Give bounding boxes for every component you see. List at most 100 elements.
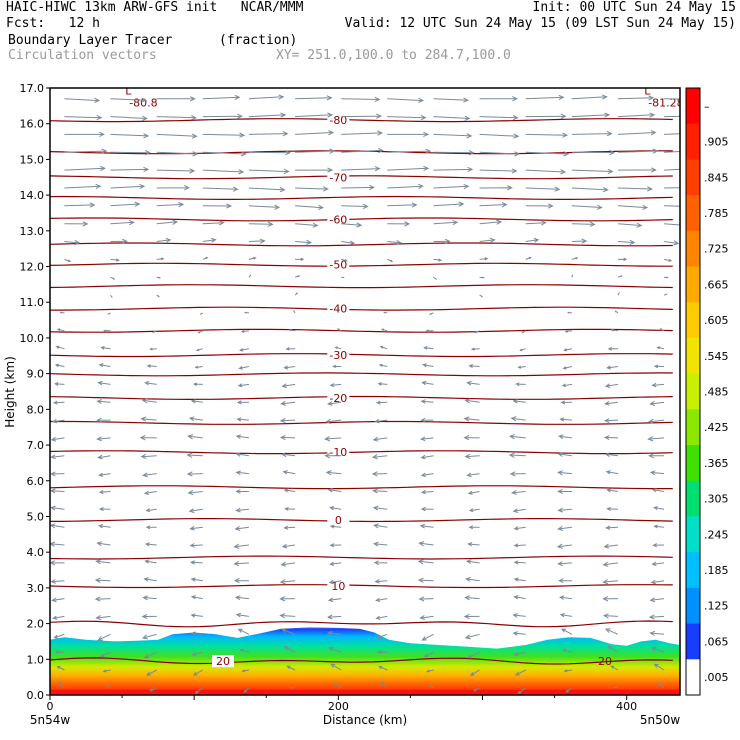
colorbar-swatch <box>686 302 700 339</box>
wind-vector <box>64 148 108 154</box>
wind-vector <box>248 221 274 227</box>
wind-vector <box>467 542 480 547</box>
wind-vector <box>50 454 65 460</box>
wind-vector <box>664 240 680 246</box>
wind-vector <box>156 202 185 208</box>
wind-vector <box>571 112 611 118</box>
wind-vector <box>525 113 567 119</box>
wind-vector <box>237 383 249 388</box>
wind-vector <box>341 203 369 210</box>
y-tick-label: 8.0 <box>27 403 45 416</box>
wind-vector <box>512 399 526 404</box>
wind-vector <box>649 400 665 407</box>
wind-vector <box>664 223 680 228</box>
colorbar-swatch <box>686 337 700 375</box>
wind-vector <box>102 669 111 673</box>
wind-vector <box>64 97 101 103</box>
wind-vector <box>474 330 480 333</box>
wind-vector <box>603 435 619 440</box>
isotherm <box>50 372 673 377</box>
wind-vector <box>378 363 388 367</box>
wind-vector <box>602 596 619 602</box>
wind-vector <box>513 595 526 600</box>
wind-vector <box>50 505 65 511</box>
wind-vector <box>143 490 157 495</box>
wind-vector <box>279 417 296 424</box>
colorbar-label: .485 <box>704 386 729 399</box>
wind-vector <box>653 364 665 369</box>
wind-vector <box>186 471 203 477</box>
wind-vector <box>617 275 623 278</box>
wind-vector <box>421 633 434 641</box>
wind-vector <box>517 687 526 695</box>
wind-vector <box>152 330 157 333</box>
wind-vector <box>186 452 203 458</box>
wind-vector <box>371 454 388 460</box>
wind-vector <box>466 651 480 659</box>
wind-vector <box>50 560 65 566</box>
wind-vector <box>50 471 65 477</box>
wind-vector <box>517 365 526 369</box>
wind-vector <box>202 203 233 209</box>
wind-vector <box>479 168 518 174</box>
wind-vector <box>387 148 432 154</box>
isotherm <box>50 584 673 589</box>
wind-vector <box>663 293 668 296</box>
wind-vector <box>511 489 526 495</box>
wind-vector <box>659 328 665 332</box>
wind-vector <box>188 508 203 514</box>
wind-vector <box>110 166 150 173</box>
wind-vector <box>664 133 680 135</box>
y-tick-label: 9.0 <box>27 368 45 381</box>
wind-vector <box>53 633 65 639</box>
wind-vector <box>433 201 465 207</box>
wind-vector <box>286 665 296 671</box>
wind-vector <box>375 400 388 405</box>
wind-vector <box>50 541 65 547</box>
wind-vector <box>463 435 480 441</box>
wind-vector <box>281 383 296 389</box>
isotherm <box>50 657 673 665</box>
colorbar-swatch <box>686 587 700 625</box>
wind-vector <box>466 472 480 478</box>
wind-vector <box>664 168 680 171</box>
wind-vector <box>419 615 434 620</box>
wind-vector <box>341 258 348 262</box>
wind-vector <box>571 94 608 100</box>
wind-vector <box>325 470 342 476</box>
isotherm-label: -80 <box>329 114 347 127</box>
wind-vector <box>187 434 203 440</box>
wind-vector <box>97 524 111 529</box>
wind-vector <box>468 525 480 530</box>
wind-vector <box>110 276 116 280</box>
wind-vector <box>664 98 680 100</box>
wind-vector <box>110 201 141 207</box>
minimum-mark: L <box>644 85 651 98</box>
y-tick-label: 16.0 <box>20 118 45 131</box>
isotherm-label-bg <box>327 514 350 527</box>
wind-vector <box>653 663 665 671</box>
wind-vector <box>564 329 572 333</box>
wind-vector <box>617 204 649 210</box>
wind-vector <box>56 666 65 671</box>
wind-vector <box>571 238 588 244</box>
wind-vector <box>64 239 81 246</box>
wind-vector <box>374 418 388 424</box>
wind-vector <box>202 237 217 243</box>
wind-vector <box>664 205 680 207</box>
wind-vector <box>329 561 342 566</box>
wind-vector <box>141 633 157 640</box>
wind-vector <box>433 133 473 139</box>
wind-vector <box>559 613 572 618</box>
wind-vector <box>294 275 301 278</box>
wind-vector <box>197 330 204 334</box>
isotherm-label-bg <box>211 655 234 668</box>
colorbar-label: .605 <box>704 314 729 327</box>
isotherm <box>50 242 673 247</box>
isotherm <box>50 195 673 200</box>
wind-vector <box>479 151 521 157</box>
wind-vector <box>420 399 434 404</box>
wind-vector <box>562 366 573 370</box>
wind-vector <box>295 186 329 192</box>
colorbar-label: .425 <box>704 421 729 434</box>
